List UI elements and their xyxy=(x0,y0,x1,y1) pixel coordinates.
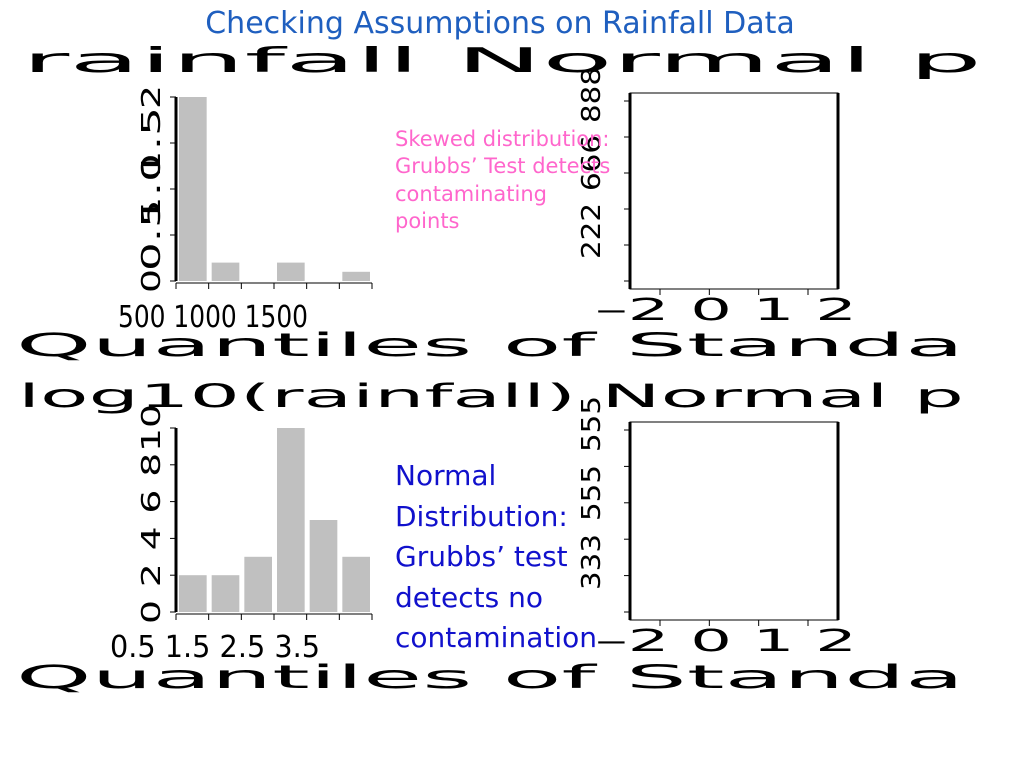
bar-0-3 xyxy=(277,262,305,281)
y-tick-label-0-2: 1.0 xyxy=(137,153,167,225)
y-tick-label-2-2: 4 xyxy=(137,526,167,550)
q-y-label-3-0: 333 xyxy=(577,534,607,590)
bar-2-2 xyxy=(244,556,272,612)
note-normal: Normal Distribution: Grubbs’ test detect… xyxy=(395,459,598,655)
y-tick-label-0-1: 0.5 xyxy=(137,199,167,271)
q-y-label-3-1: 555 xyxy=(577,465,607,521)
bar-0-5 xyxy=(342,271,370,281)
q-y-label-1-2: 888 xyxy=(577,67,607,123)
top-row-title: rainfall Normal p xyxy=(22,41,982,81)
y-tick-label-2-0: 0 xyxy=(137,600,167,624)
y-tick-label-2-1: 2 xyxy=(137,563,167,587)
bar-0-0 xyxy=(179,97,207,281)
bar-2-1 xyxy=(211,575,240,612)
q-y-label-1-1: 666 xyxy=(577,135,607,191)
note-skewed: Skewed distribution: Grubbs’ Test detect… xyxy=(395,127,611,233)
bar-2-0 xyxy=(179,575,207,612)
bottom-row-xlabel: Quantiles of Standa xyxy=(16,658,964,696)
q-x-labels-1: –2 0 1 2 xyxy=(595,293,857,328)
plot-frame-1 xyxy=(629,92,839,290)
bar-0-1 xyxy=(211,262,240,281)
bottom-row-title: log10(rainfall) Normal p xyxy=(18,377,964,415)
q-y-label-3-2: 555 xyxy=(577,396,607,452)
y-tick-label-0-4: 2 xyxy=(137,85,167,109)
y-tick-label-2-4: 8 xyxy=(137,453,167,477)
bar-2-3 xyxy=(277,428,305,612)
top-bar-xticks: 500 1000 1500 xyxy=(118,300,308,335)
y-tick-label-2-5: 10 xyxy=(137,404,167,452)
q-x-labels-3: –2 0 1 2 xyxy=(595,624,857,659)
y-tick-label-0-3: 1.5 xyxy=(137,107,167,179)
bar-2-5 xyxy=(342,556,370,612)
plot-frame-3 xyxy=(629,421,839,621)
bottom-bar-xticks: 0.5 1.5 2.5 3.5 xyxy=(110,630,320,665)
q-y-label-1-0: 222 xyxy=(577,203,607,259)
y-tick-label-0-0: 0 xyxy=(137,269,167,293)
y-tick-label-2-3: 6 xyxy=(137,490,167,514)
slide-title: Checking Assumptions on Rainfall Data xyxy=(205,6,795,41)
top-row-xlabel: Quantiles of Standa xyxy=(16,326,964,364)
bar-2-4 xyxy=(309,520,338,612)
